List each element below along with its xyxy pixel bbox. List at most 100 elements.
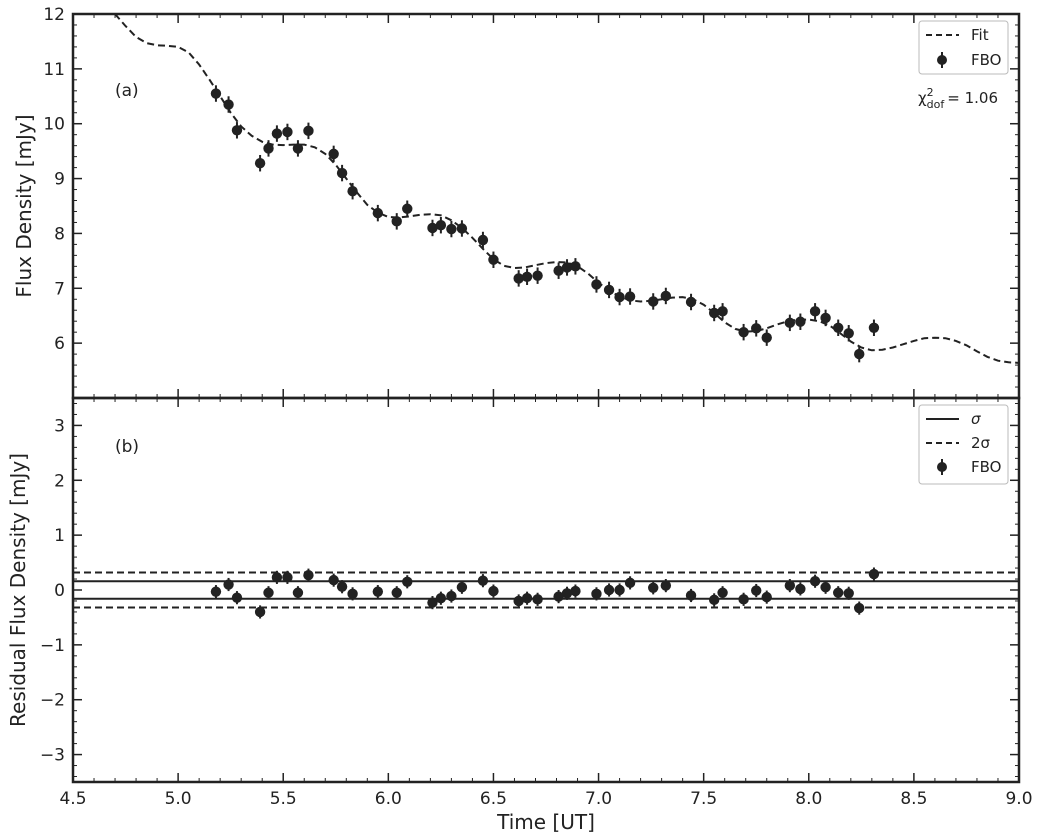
x-tick-label: 8.0	[795, 789, 822, 809]
panel-label-b: (b)	[115, 437, 139, 457]
fbo-b-point	[685, 590, 697, 601]
fbo-a-point	[336, 167, 348, 179]
fbo-a-point	[263, 143, 274, 154]
fit-curve	[114, 13, 1020, 364]
fbo-b-point	[292, 587, 304, 598]
fbo-b-point	[854, 602, 865, 614]
fbo-b-point	[254, 606, 266, 618]
fbo-b-point	[521, 593, 533, 604]
fbo-a-point	[614, 291, 625, 303]
fbo-b-point	[303, 569, 314, 581]
fbo-b-point	[717, 587, 728, 598]
x-tick-label: 7.5	[690, 789, 717, 809]
fbo-a-point	[591, 279, 602, 290]
fbo-a-point	[282, 126, 293, 138]
fbo-a-point	[761, 332, 772, 343]
fbo-b-point	[391, 587, 402, 598]
fbo-b-point	[614, 584, 625, 596]
x-axis-title: Time [UT]	[496, 810, 595, 834]
fbo-a-point	[660, 290, 672, 302]
fbo-b-point	[427, 597, 438, 608]
fbo-b-point	[435, 593, 447, 604]
fbo-b-point	[561, 588, 573, 599]
chi2-annotation: χ2 dof = 1.06	[918, 86, 998, 111]
panel-b-y-tick-label: 2	[54, 471, 65, 491]
panel-b: 4.5 5.0 5.5 6.0 6.5 7.0 7.5 8.0 8.5 9.0 3 2 1 0 −1 −2 −3	[40, 396, 1033, 809]
fbo-a-point	[254, 158, 266, 169]
fbo-b-point	[456, 582, 468, 593]
x-tick-label: 4.5	[59, 789, 86, 809]
panel-b-y-tick-label: 3	[54, 416, 65, 436]
chi2-sup: 2	[927, 86, 934, 99]
fbo-b-point	[843, 588, 854, 599]
fbo-a-point	[456, 223, 468, 234]
panel-label-a: (a)	[115, 81, 139, 101]
fbo-b-point	[833, 587, 844, 598]
x-tick-label: 8.5	[900, 789, 927, 809]
fbo-a-point	[402, 203, 413, 214]
legend-fbo-a-marker	[937, 55, 947, 65]
fbo-a-point	[271, 128, 283, 139]
fbo-b-point	[570, 585, 581, 597]
panel-a-y-tick-label: 6	[54, 334, 65, 354]
fbo-b-point	[223, 579, 234, 590]
legend-sigma-label: σ	[971, 410, 981, 428]
fbo-b-point	[347, 588, 358, 600]
panel-a-y-tick-label: 7	[54, 279, 65, 299]
fbo-a-point	[751, 323, 762, 334]
fbo-b-point	[210, 586, 222, 597]
panel-b-y-tick-label: 1	[54, 526, 65, 546]
x-tick-label: 6.5	[480, 789, 507, 809]
chi2-value: = 1.06	[947, 89, 998, 107]
legend-fbo-b-label: FBO	[971, 458, 1001, 476]
x-tick-label: 7.0	[585, 789, 612, 809]
fbo-b-point	[761, 591, 772, 603]
fbo-a-point	[532, 270, 543, 281]
fbo-a-point	[435, 220, 447, 231]
x-tick-label: 9.0	[1005, 789, 1032, 809]
fbo-a-point	[372, 207, 384, 219]
fbo-b-point	[553, 591, 564, 602]
fbo-a-point	[328, 148, 339, 160]
fbo-b-point	[336, 581, 348, 592]
y-axis-title-b: Residual Flux Density [mJy]	[6, 453, 30, 727]
fbo-b-point	[328, 574, 339, 586]
fbo-a-point	[210, 88, 222, 99]
fbo-b-point	[820, 582, 831, 593]
fbo-a-point	[477, 234, 489, 246]
fbo-a-point	[795, 316, 806, 327]
fbo-b-point	[624, 577, 636, 589]
panel-a: 6 7 8 9 10 11 12	[43, 5, 1021, 400]
fbo-a-point	[488, 254, 499, 265]
fbo-a-point	[292, 143, 304, 154]
x-tick-label: 5.0	[165, 789, 192, 809]
fbo-a-point	[685, 296, 697, 308]
y-axis-title-a: Flux Density [mJy]	[12, 114, 36, 297]
fbo-b-point	[488, 585, 499, 597]
fbo-a-point	[446, 223, 457, 235]
panel-b-frame	[71, 396, 1021, 784]
legend-2sigma-label: 2σ	[971, 434, 991, 452]
fbo-a-point	[231, 125, 243, 136]
panel-a-y-tick-label: 9	[54, 170, 65, 190]
fbo-b-point	[751, 585, 762, 596]
fbo-a-point	[809, 306, 821, 317]
fbo-a-point	[553, 265, 564, 276]
fbo-b-point	[263, 587, 274, 598]
fbo-b-point	[231, 592, 243, 603]
fbo-b-point	[372, 586, 384, 597]
panel-b-y-tick-label: −3	[40, 746, 65, 766]
chi2-sub: dof	[927, 98, 946, 111]
fbo-a-point	[648, 296, 659, 307]
fbo-b-point	[591, 588, 602, 600]
fbo-b-point	[784, 580, 796, 591]
fbo-a-point	[561, 262, 573, 273]
fbo-a-point	[624, 291, 636, 302]
panel-b-y-tick-label: −2	[40, 691, 65, 711]
fbo-b-point	[868, 568, 880, 580]
fbo-a-point	[833, 322, 844, 333]
fbo-b-point	[402, 576, 413, 587]
fbo-b-point	[738, 594, 749, 605]
chi2-symbol: χ	[918, 89, 927, 107]
